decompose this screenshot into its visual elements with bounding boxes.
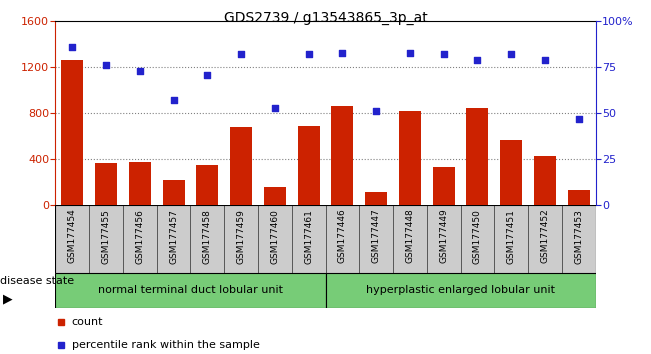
Bar <box>534 156 556 205</box>
Text: ▶: ▶ <box>3 293 13 306</box>
Text: GSM177454: GSM177454 <box>68 209 77 263</box>
Point <box>540 57 550 63</box>
Text: disease state: disease state <box>0 276 74 286</box>
Text: GSM177451: GSM177451 <box>506 209 516 264</box>
Point <box>135 68 145 74</box>
Bar <box>500 140 522 205</box>
Bar <box>197 165 218 205</box>
Text: GSM177449: GSM177449 <box>439 209 448 263</box>
Point <box>236 52 246 57</box>
Point <box>506 52 516 57</box>
Point <box>472 57 482 63</box>
Text: GSM177448: GSM177448 <box>406 209 415 263</box>
Point <box>574 116 584 122</box>
Bar <box>399 111 421 205</box>
Text: GSM177456: GSM177456 <box>135 209 145 264</box>
Text: GSM177457: GSM177457 <box>169 209 178 264</box>
Text: count: count <box>72 317 103 327</box>
Bar <box>61 60 83 205</box>
Point <box>371 109 381 114</box>
Bar <box>163 180 184 205</box>
Point <box>101 63 111 68</box>
Bar <box>331 106 353 205</box>
Text: GSM177459: GSM177459 <box>236 209 245 264</box>
Point <box>67 44 77 50</box>
Text: GSM177453: GSM177453 <box>574 209 583 264</box>
Point <box>337 50 348 55</box>
Bar <box>568 190 590 205</box>
Text: GSM177460: GSM177460 <box>270 209 279 264</box>
Bar <box>230 127 252 205</box>
Text: GSM177455: GSM177455 <box>102 209 111 264</box>
Bar <box>433 167 454 205</box>
Bar <box>55 273 325 308</box>
Point <box>303 52 314 57</box>
Bar <box>95 163 117 205</box>
Point <box>405 50 415 55</box>
Bar <box>365 192 387 205</box>
Text: percentile rank within the sample: percentile rank within the sample <box>72 340 259 350</box>
Bar <box>326 273 596 308</box>
Bar <box>298 126 320 205</box>
Text: GSM177450: GSM177450 <box>473 209 482 264</box>
Bar <box>467 108 488 205</box>
Point <box>439 52 449 57</box>
Text: normal terminal duct lobular unit: normal terminal duct lobular unit <box>98 285 283 295</box>
Point <box>202 72 212 78</box>
Text: hyperplastic enlarged lobular unit: hyperplastic enlarged lobular unit <box>366 285 555 295</box>
Bar <box>129 162 151 205</box>
Text: GSM177461: GSM177461 <box>304 209 313 264</box>
Text: GSM177452: GSM177452 <box>540 209 549 263</box>
Text: GSM177447: GSM177447 <box>372 209 381 263</box>
Text: GSM177458: GSM177458 <box>203 209 212 264</box>
Text: GSM177446: GSM177446 <box>338 209 347 263</box>
Bar <box>264 188 286 205</box>
Point <box>169 98 179 103</box>
Text: GDS2739 / g13543865_3p_at: GDS2739 / g13543865_3p_at <box>224 11 427 25</box>
Point <box>270 105 280 110</box>
